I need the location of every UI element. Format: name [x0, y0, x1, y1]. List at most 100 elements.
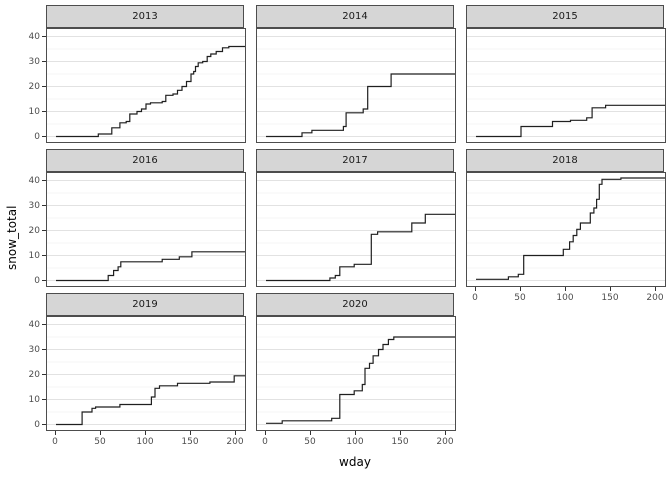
- y-tick-mark: [42, 110, 46, 112]
- y-tick-label: 20: [28, 225, 40, 236]
- y-tick-label: 0: [34, 275, 40, 286]
- x-tick-mark: [100, 431, 101, 435]
- x-tick-label: 200: [436, 437, 454, 447]
- facet-strip: 2015: [466, 5, 664, 28]
- facet-strip: 2013: [46, 5, 244, 28]
- x-tick-mark: [235, 431, 236, 435]
- y-tick-label: 20: [28, 369, 40, 380]
- x-tick-label: 150: [391, 437, 409, 447]
- x-tick-mark: [520, 287, 521, 291]
- facet-2016: 2016: [46, 149, 246, 287]
- facet-strip: 2017: [256, 149, 454, 172]
- x-tick-mark: [265, 431, 266, 435]
- y-tick-mark: [42, 423, 46, 425]
- x-tick-mark: [610, 287, 611, 291]
- y-tick-label: 10: [28, 394, 40, 405]
- step-line-series: [476, 104, 665, 138]
- x-tick-label: 150: [181, 437, 199, 447]
- y-tick-mark: [42, 85, 46, 87]
- facet-2013: 2013: [46, 5, 246, 143]
- x-tick-label: 200: [226, 437, 244, 447]
- x-tick-label: 100: [556, 293, 574, 303]
- facet-title: 2017: [342, 155, 368, 166]
- step-line-series: [56, 375, 245, 426]
- y-tick-mark: [42, 323, 46, 325]
- facet-panel: [466, 172, 666, 287]
- y-tick-mark: [42, 348, 46, 350]
- facet-2020: 2020: [256, 293, 456, 431]
- facet-title: 2019: [132, 299, 158, 310]
- x-tick-mark: [445, 431, 446, 435]
- y-tick-mark: [42, 135, 46, 137]
- y-tick-mark: [42, 179, 46, 181]
- y-tick-mark: [42, 60, 46, 62]
- y-tick-label: 20: [28, 81, 40, 92]
- facet-panel: [256, 172, 456, 287]
- y-tick-label: 30: [28, 56, 40, 67]
- y-tick-label: 40: [28, 31, 40, 42]
- x-tick-label: 50: [304, 437, 316, 447]
- x-tick-mark: [55, 431, 56, 435]
- y-tick-label: 0: [34, 131, 40, 142]
- facet-title: 2018: [552, 155, 578, 166]
- facet-title: 2013: [132, 11, 158, 22]
- x-tick-mark: [655, 287, 656, 291]
- step-line-series: [476, 177, 665, 280]
- facet-panel: [46, 316, 246, 431]
- x-axis-title: wday: [339, 455, 371, 469]
- y-tick-mark: [42, 204, 46, 206]
- facet-title: 2020: [342, 299, 368, 310]
- x-tick-mark: [145, 431, 146, 435]
- facet-strip: 2019: [46, 293, 244, 316]
- x-tick-mark: [310, 431, 311, 435]
- step-line-series: [266, 73, 455, 138]
- facet-panel: [256, 316, 456, 431]
- facet-strip: 2018: [466, 149, 664, 172]
- facet-strip: 2014: [256, 5, 454, 28]
- x-tick-label: 50: [94, 437, 106, 447]
- y-tick-mark: [42, 373, 46, 375]
- y-tick-label: 30: [28, 200, 40, 211]
- y-tick-label: 40: [28, 175, 40, 186]
- x-tick-label: 100: [346, 437, 364, 447]
- step-line-series: [266, 336, 455, 424]
- facet-title: 2016: [132, 155, 158, 166]
- step-line-series: [56, 251, 245, 282]
- facet-2015: 2015: [466, 5, 666, 143]
- x-tick-label: 0: [52, 437, 58, 447]
- facet-title: 2014: [342, 11, 368, 22]
- x-tick-mark: [565, 287, 566, 291]
- y-tick-mark: [42, 398, 46, 400]
- facet-2018: 2018: [466, 149, 666, 287]
- facet-strip: 2016: [46, 149, 244, 172]
- facet-panel: [46, 28, 246, 143]
- facet-2017: 2017: [256, 149, 456, 287]
- x-tick-label: 0: [262, 437, 268, 447]
- facet-2014: 2014: [256, 5, 456, 143]
- y-tick-mark: [42, 279, 46, 281]
- x-tick-mark: [400, 431, 401, 435]
- facet-panel: [256, 28, 456, 143]
- facet-panel: [46, 172, 246, 287]
- y-tick-mark: [42, 254, 46, 256]
- y-tick-label: 10: [28, 250, 40, 261]
- facet-2019: 2019: [46, 293, 246, 431]
- x-tick-label: 50: [514, 293, 526, 303]
- y-tick-label: 40: [28, 319, 40, 330]
- facet-panel: [466, 28, 666, 143]
- y-tick-mark: [42, 229, 46, 231]
- facet-title: 2015: [552, 11, 578, 22]
- step-line-series: [56, 45, 245, 138]
- x-tick-label: 150: [601, 293, 619, 303]
- y-tick-mark: [42, 35, 46, 37]
- y-tick-label: 10: [28, 106, 40, 117]
- y-tick-label: 0: [34, 419, 40, 430]
- x-tick-mark: [355, 431, 356, 435]
- y-tick-label: 30: [28, 344, 40, 355]
- facet-strip: 2020: [256, 293, 454, 316]
- x-tick-mark: [190, 431, 191, 435]
- x-tick-label: 0: [472, 293, 478, 303]
- x-tick-label: 100: [136, 437, 154, 447]
- x-tick-mark: [475, 287, 476, 291]
